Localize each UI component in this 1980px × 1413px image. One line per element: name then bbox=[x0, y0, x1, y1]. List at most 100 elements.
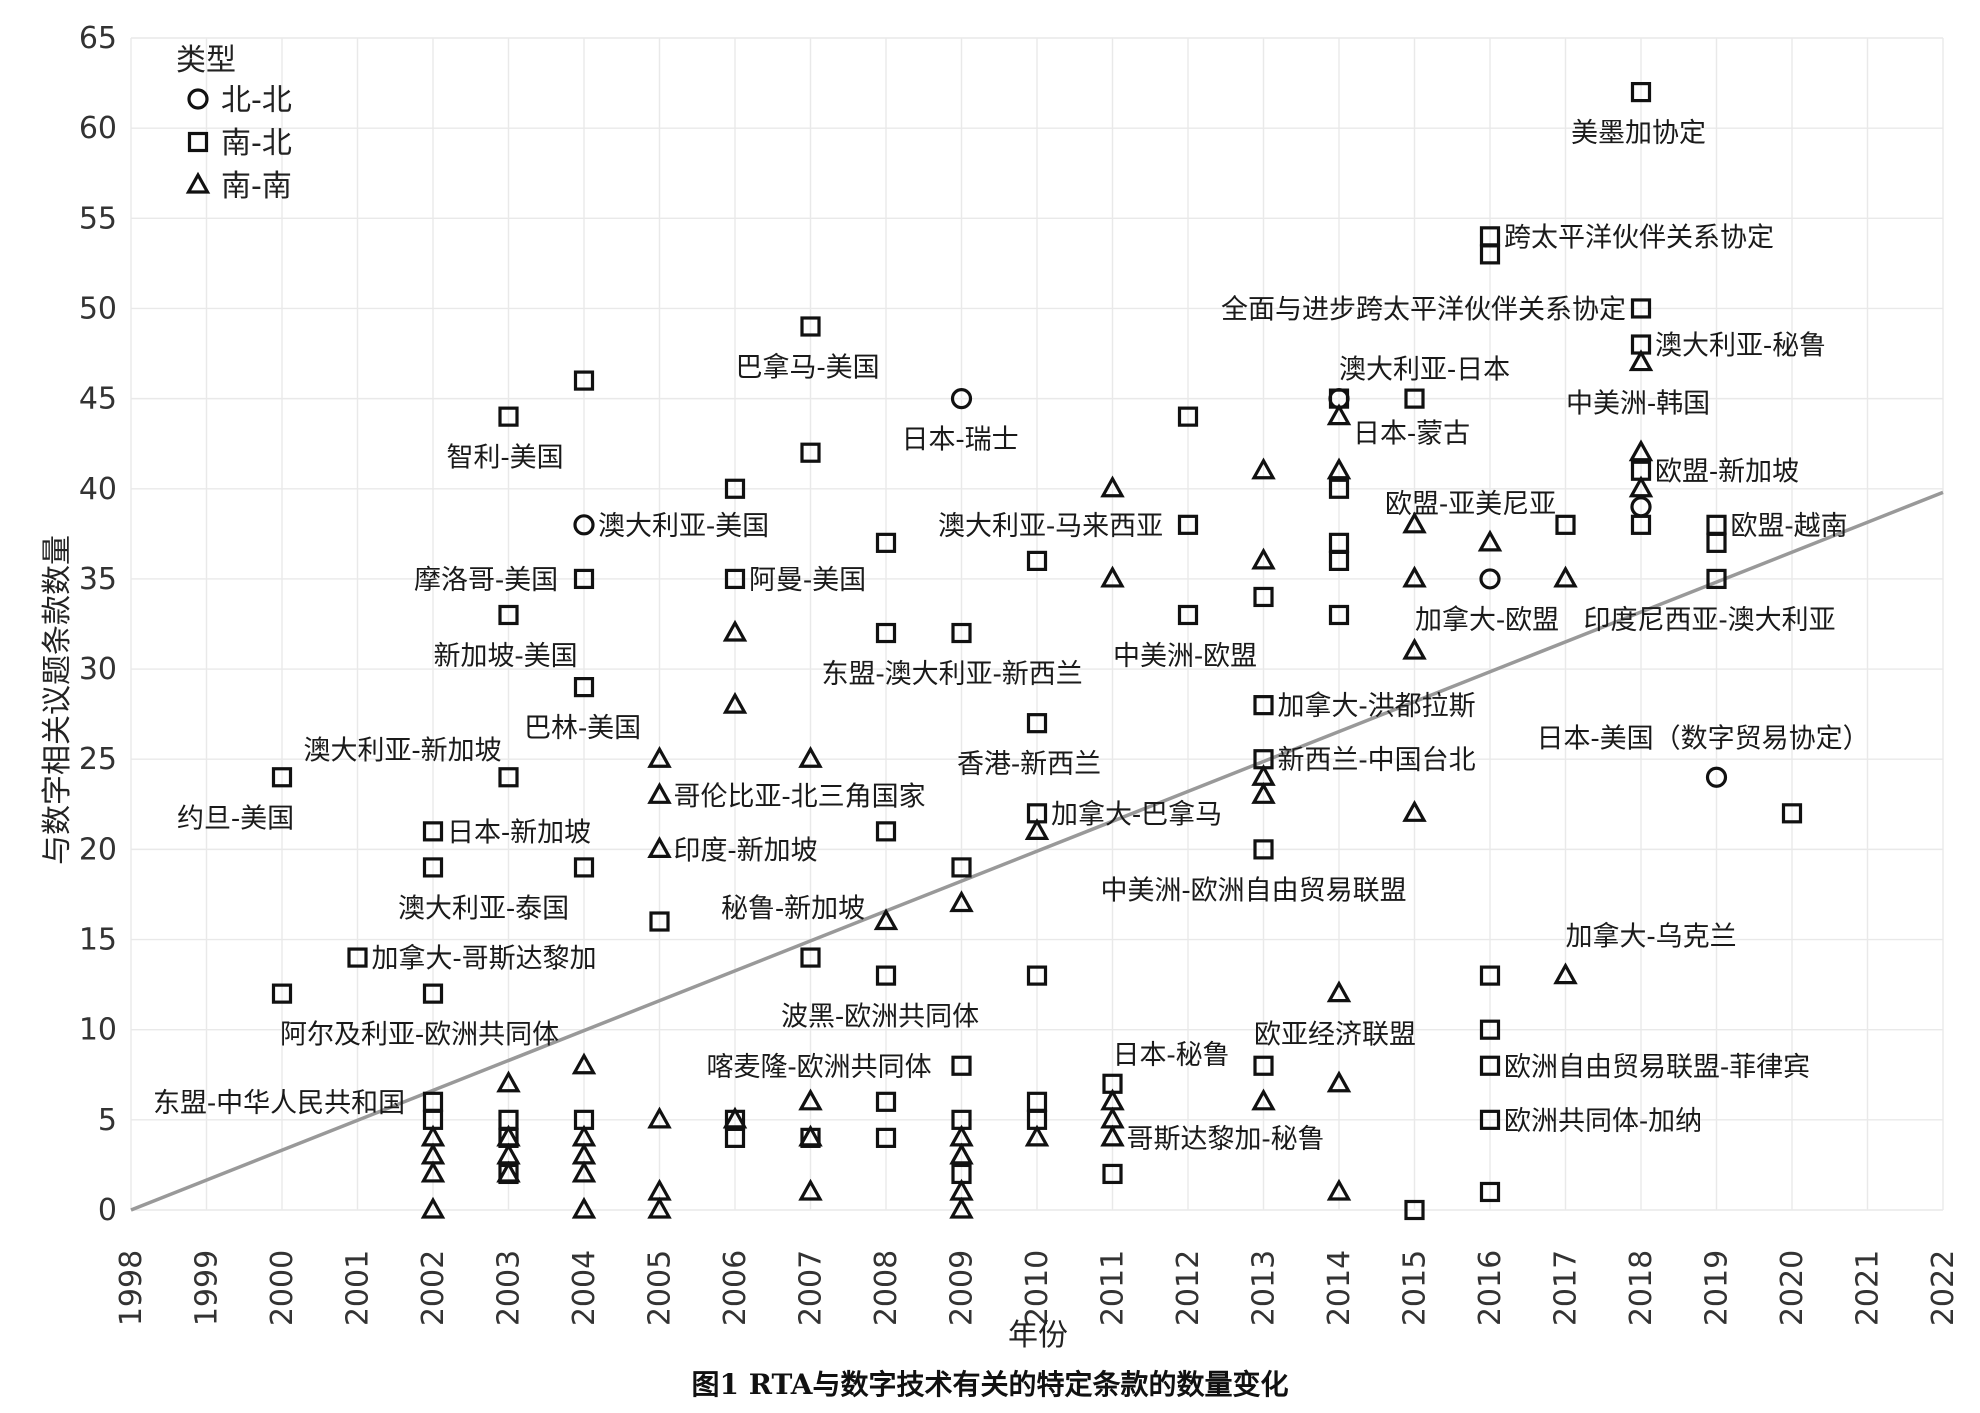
y-tick-label: 30 bbox=[79, 652, 117, 687]
point-triangle bbox=[1402, 511, 1427, 534]
legend: 类型 北-北南-北南-南 bbox=[176, 43, 292, 204]
x-tick-label: 2013 bbox=[1247, 1250, 1282, 1326]
point-square bbox=[800, 316, 821, 337]
point-triangle bbox=[722, 1106, 748, 1129]
point-label: 新加坡-美国 bbox=[434, 641, 578, 672]
point-label: 跨太平洋伙伴关系协定 bbox=[1504, 222, 1774, 253]
point-square bbox=[1177, 604, 1199, 626]
x-tick-label: 2020 bbox=[1775, 1250, 1810, 1326]
y-axis-ticks: 0 5 10 15 20 25 30 35 40 45 50 55 60 65 bbox=[79, 21, 117, 1228]
point-label: 欧洲共同体-加纳 bbox=[1504, 1106, 1702, 1137]
point-triangle bbox=[647, 836, 672, 858]
point-triangle bbox=[571, 1052, 597, 1075]
point-label: 加拿大-哥斯达黎加 bbox=[372, 944, 597, 975]
point-label: 日本-美国（数字贸易协定） bbox=[1537, 723, 1870, 754]
y-tick-label: 25 bbox=[79, 742, 117, 777]
point-triangle bbox=[798, 1124, 823, 1147]
point-label: 新西兰-中国台北 bbox=[1278, 745, 1476, 776]
point-label: 日本-蒙古 bbox=[1353, 419, 1470, 450]
x-tick-label: 2014 bbox=[1322, 1250, 1357, 1326]
point-label: 香港-新西兰 bbox=[957, 749, 1101, 780]
point-label: 印度尼西亚-澳大利亚 bbox=[1584, 605, 1836, 636]
point-triangle bbox=[1553, 962, 1578, 985]
point-triangle bbox=[1100, 1124, 1125, 1147]
data-points bbox=[271, 81, 1803, 1221]
point-label: 中美洲-韩国 bbox=[1566, 389, 1710, 420]
point-circle bbox=[573, 514, 595, 536]
point-square bbox=[1328, 550, 1350, 571]
point-square bbox=[1479, 1019, 1501, 1040]
point-square bbox=[498, 406, 519, 427]
point-label: 喀麦隆-欧洲共同体 bbox=[707, 1052, 932, 1083]
point-square bbox=[573, 568, 595, 590]
point-square bbox=[1479, 965, 1501, 986]
y-tick-label: 15 bbox=[79, 923, 117, 958]
point-label: 东盟-澳大利亚-新西兰 bbox=[822, 659, 1083, 690]
point-square bbox=[951, 622, 972, 644]
point-circle bbox=[1705, 766, 1728, 788]
point-triangle bbox=[722, 619, 748, 642]
point-square bbox=[1479, 244, 1501, 265]
point-label: 澳大利亚-马来西亚 bbox=[938, 511, 1163, 542]
x-tick-label: 2006 bbox=[718, 1250, 753, 1326]
x-tick-label: 2001 bbox=[341, 1250, 376, 1326]
point-label: 中美洲-欧盟 bbox=[1113, 641, 1257, 672]
point-square bbox=[875, 1127, 897, 1148]
point-triangle bbox=[798, 1178, 823, 1201]
point-triangle bbox=[949, 1196, 974, 1219]
point-square bbox=[1026, 550, 1048, 571]
point-label: 澳大利亚-泰国 bbox=[398, 893, 569, 924]
point-square bbox=[875, 1091, 897, 1112]
point-square bbox=[1177, 406, 1199, 427]
point-label: 欧盟-越南 bbox=[1731, 511, 1848, 542]
point-triangle bbox=[1628, 475, 1654, 498]
x-tick-label: 2018 bbox=[1624, 1250, 1659, 1326]
y-tick-label: 20 bbox=[79, 832, 117, 867]
x-tick-label: 2009 bbox=[945, 1250, 980, 1326]
y-tick-label: 35 bbox=[79, 562, 117, 597]
point-square bbox=[1781, 803, 1803, 824]
y-tick-label: 45 bbox=[79, 382, 117, 417]
point-label: 日本-新加坡 bbox=[447, 817, 591, 848]
point-triangle bbox=[571, 1160, 597, 1183]
point-triangle bbox=[1326, 403, 1352, 426]
point-label: 澳大利亚-秘鲁 bbox=[1655, 331, 1826, 362]
point-triangle bbox=[1100, 475, 1125, 498]
x-tick-label: 2017 bbox=[1549, 1250, 1584, 1326]
point-triangle bbox=[1326, 980, 1352, 1003]
x-tick-label: 2007 bbox=[794, 1250, 829, 1326]
point-triangle bbox=[647, 1196, 672, 1219]
point-triangle bbox=[1251, 547, 1276, 570]
x-tick-label: 2016 bbox=[1473, 1250, 1508, 1326]
point-triangle bbox=[949, 890, 974, 913]
point-square bbox=[875, 532, 897, 553]
point-circle bbox=[950, 388, 973, 410]
point-label: 加拿大-欧盟 bbox=[1415, 605, 1559, 636]
point-label: 哥伦比亚-北三角国家 bbox=[674, 781, 926, 812]
point-label: 加拿大-巴拿马 bbox=[1051, 799, 1222, 830]
point-square bbox=[573, 677, 595, 698]
y-tick-label: 40 bbox=[79, 472, 117, 507]
x-tick-label: 2002 bbox=[416, 1250, 451, 1326]
point-triangle bbox=[1251, 782, 1276, 804]
x-tick-label: 2010 bbox=[1020, 1250, 1055, 1326]
point-triangle bbox=[798, 745, 823, 768]
point-square bbox=[1253, 839, 1274, 860]
x-tick-label: 2019 bbox=[1700, 1250, 1735, 1326]
legend-label: 南-北 bbox=[221, 126, 292, 161]
point-square bbox=[1479, 1181, 1501, 1203]
point-label: 澳大利亚-新加坡 bbox=[304, 735, 502, 766]
point-triangle bbox=[1326, 1070, 1352, 1093]
point-triangle bbox=[1477, 529, 1503, 552]
point-square bbox=[1253, 586, 1274, 608]
point-triangle bbox=[1326, 457, 1352, 480]
point-triangle bbox=[1251, 457, 1276, 480]
point-square bbox=[800, 442, 821, 463]
point-triangle bbox=[1251, 1088, 1276, 1111]
point-square bbox=[422, 857, 444, 878]
point-square bbox=[951, 1055, 972, 1076]
y-tick-label: 60 bbox=[79, 111, 117, 146]
point-triangle bbox=[1100, 565, 1125, 588]
point-square bbox=[1630, 298, 1652, 319]
x-tick-label: 2021 bbox=[1851, 1250, 1886, 1326]
